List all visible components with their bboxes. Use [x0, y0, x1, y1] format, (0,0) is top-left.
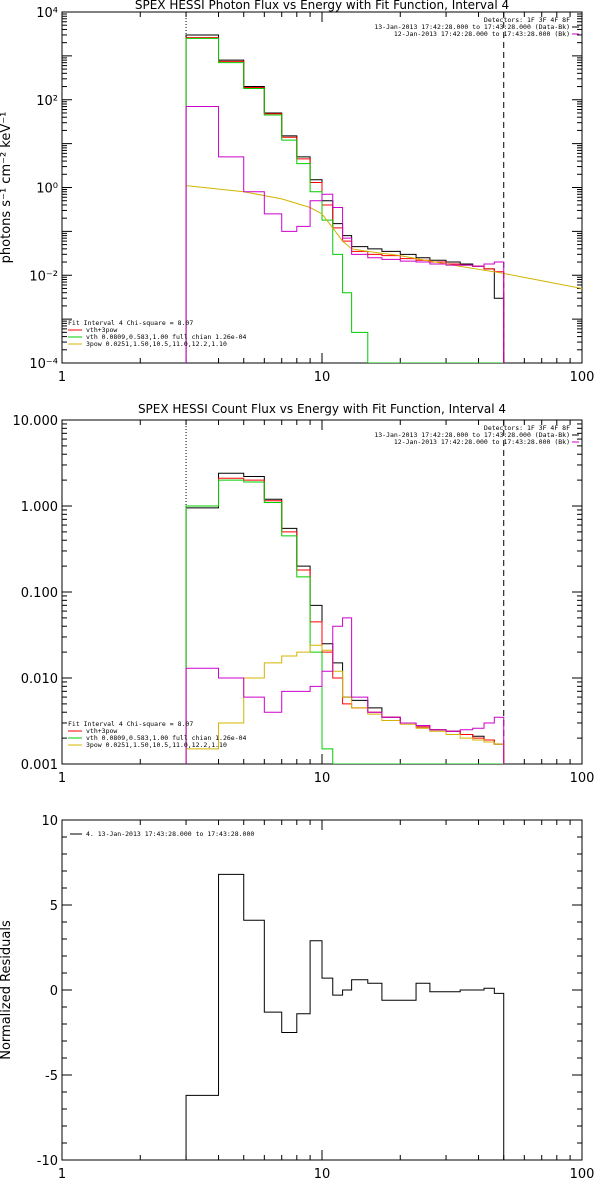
y-tick-label: 10 [41, 814, 58, 829]
legend-top-right-entry: 13-Jan-2013 17:42:28.000 to 17:43:28.000… [374, 23, 570, 31]
y-tick-label: 5 [50, 899, 58, 914]
legend-bottom-left-entry: 3pow 0.0251,1.50,10.5,11.0,12.2,1.10 [86, 741, 227, 749]
x-tick-label: 100 [570, 370, 595, 385]
y-tick-label: 0.100 [21, 586, 58, 601]
legend-top-right-entry: Detectors: 1F 3F 4F 8F [484, 424, 570, 432]
legend-bottom-left-entry: Fit Interval 4 Chi-square = 8.07 [68, 720, 193, 728]
series-line-4 [185, 185, 582, 289]
legend-top-right-entry: 13-Jan-2013 17:42:28.000 to 17:43:28.000… [374, 431, 570, 439]
y-axis-label: photons s⁻¹ cm⁻² keV⁻¹ [0, 112, 14, 264]
x-tick-label: 10 [314, 771, 331, 786]
y-tick-label: 0 [50, 984, 58, 999]
y-tick-label: 0.001 [21, 758, 58, 773]
legend-top-right-entry: 12-Jan-2013 17:42:28.000 to 17:43:28.000… [394, 438, 570, 446]
series-line-3 [185, 37, 504, 363]
y-tick-label: 0.010 [21, 672, 58, 687]
x-tick-label: 1 [58, 771, 66, 786]
series-line-3 [185, 479, 504, 764]
y-tick-label: 10⁻⁴ [29, 357, 58, 372]
legend-top-right-entry: Detectors: 1F 3F 4F 8F [484, 16, 570, 24]
y-tick-label: 1.000 [21, 500, 58, 515]
y-tick-label: 10⁻² [29, 269, 58, 284]
x-tick-label: 100 [570, 771, 595, 786]
chart-title: SPEX HESSI Photon Flux vs Energy with Fi… [135, 0, 509, 12]
legend-bottom-left-entry: 3pow 0.0251,1.50,10.5,11.0,12.2,1.10 [86, 340, 227, 348]
series-line-1 [185, 472, 505, 764]
series-line-1 [185, 34, 505, 363]
y-tick-label: 10⁰ [36, 182, 58, 197]
series-line-4 [185, 644, 505, 764]
series-line-1 [185, 873, 505, 1160]
chart-panel-3: 1 10 100 -10 -5 0 5 10 Normalized Residuals 4. 13… [0, 814, 594, 1182]
series-group [185, 34, 582, 363]
legend-bottom-left-entry: Fit Interval 4 Chi-square = 8.07 [68, 319, 193, 327]
x-tick-label: 100 [570, 1167, 595, 1182]
series-group [185, 873, 505, 1160]
y-tick-label: 10⁴ [36, 6, 58, 21]
series-line-5 [185, 106, 505, 363]
legend-bottom-left-entry: vth+3pow [86, 727, 117, 735]
series-line-2 [185, 477, 505, 764]
y-axis-label: Normalized Residuals [0, 920, 14, 1060]
chart-panel-2: SPEX HESSI Count Flux vs Energy with Fit… [13, 402, 595, 786]
series-line-5 [185, 617, 505, 764]
legend-top-right-entry: 12-Jan-2013 17:42:28.000 to 17:43:28.000… [394, 30, 570, 38]
y-tick-label: -10 [37, 1154, 58, 1169]
y-tick-label: 10² [36, 94, 58, 109]
y-tick-label: 10.000 [13, 414, 59, 429]
legend-bottom-left-entry: vth+3pow [86, 326, 117, 334]
x-tick-label: 1 [58, 370, 66, 385]
chart-title: SPEX HESSI Count Flux vs Energy with Fit… [138, 402, 506, 416]
x-tick-label: 1 [58, 1167, 66, 1182]
legend-bottom-left-entry: vth 0.0809,0.583,1.00 full chian 1.26e-0… [86, 333, 247, 341]
legend-bottom-left-entry: vth 0.0809,0.583,1.00 full chian 1.26e-0… [86, 734, 247, 742]
legend-top-left-entry: 4. 13-Jan-2013 17:43:28.000 to 17:43:28.… [86, 830, 254, 838]
x-tick-label: 10 [314, 1167, 331, 1182]
series-group [185, 472, 505, 764]
series-line-2 [185, 37, 505, 363]
chart-panel-1: SPEX HESSI Photon Flux vs Energy with Fi… [0, 0, 594, 385]
x-tick-label: 10 [314, 370, 331, 385]
y-tick-label: -5 [45, 1069, 58, 1084]
